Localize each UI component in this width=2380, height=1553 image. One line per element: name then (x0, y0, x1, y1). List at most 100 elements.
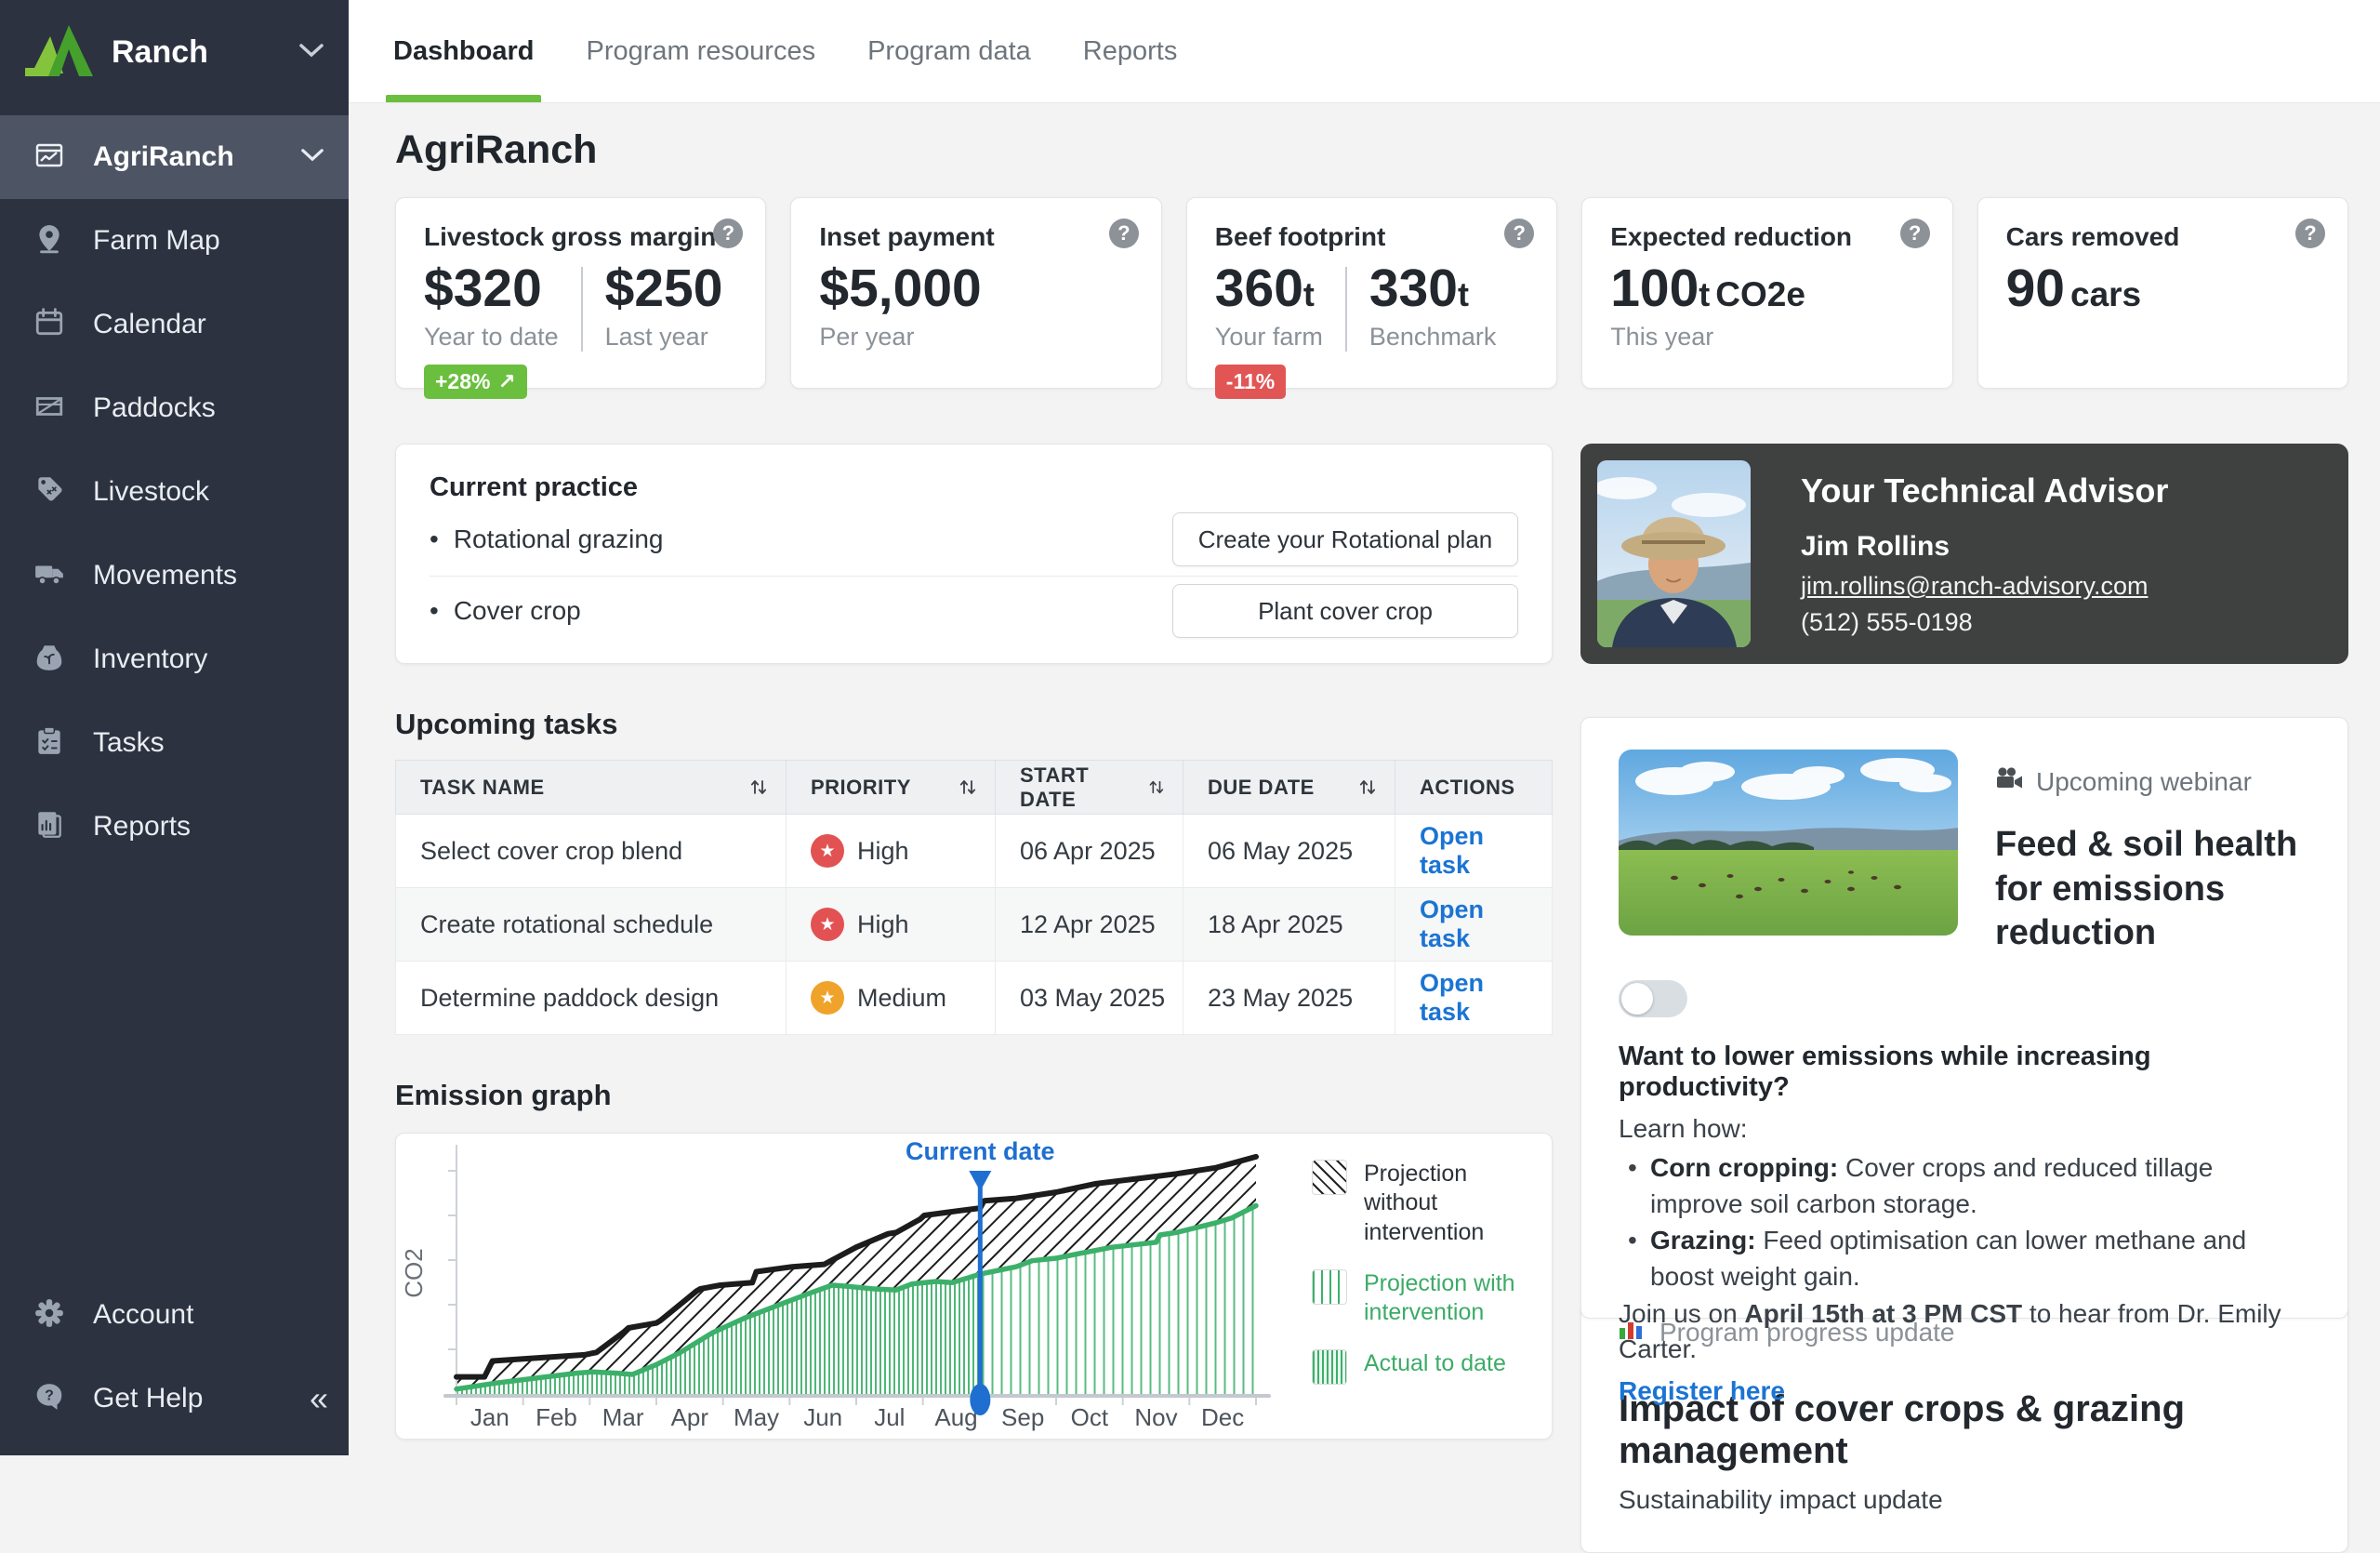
sidebar-item-label: Calendar (93, 309, 206, 339)
sidebar-item-label: Livestock (93, 476, 210, 507)
practice-label: Rotational grazing (430, 524, 664, 554)
column-header-due-date[interactable]: DUE DATE (1183, 760, 1395, 815)
sidebar-item-account[interactable]: Account (0, 1273, 349, 1357)
create-rotational-plan-button[interactable]: Create your Rotational plan (1172, 512, 1518, 566)
advisor-photo (1597, 460, 1751, 647)
sidebar-item-label: Farm Map (93, 225, 220, 256)
help-icon[interactable]: ? (2294, 219, 2325, 248)
sidebar-item-label: Tasks (93, 727, 165, 758)
webinar-join-line: Join us on April 15th at 3 PM CST to hea… (1619, 1298, 2281, 1363)
sidebar-item-reports[interactable]: Reports (0, 785, 349, 869)
webinar-learn-label: Learn how: (1619, 1113, 1748, 1143)
current-date-annotation: Current date (906, 1137, 1055, 1165)
register-here-link[interactable]: Register here (1619, 1375, 1785, 1405)
open-task-link[interactable]: Open task (1420, 822, 1485, 879)
sidebar-item-label: Movements (93, 560, 238, 591)
tab-program-resources[interactable]: Program resources (586, 35, 816, 66)
tab-reports[interactable]: Reports (1082, 35, 1178, 66)
current-date-marker (969, 1171, 992, 1191)
column-header-task-name[interactable]: TASK NAME (395, 760, 787, 815)
open-task-link[interactable]: Open task (1420, 896, 1485, 952)
sidebar-item-inventory[interactable]: Inventory (0, 617, 349, 701)
sort-icon (1359, 780, 1376, 794)
map-pin-icon (33, 223, 65, 259)
tab-dashboard[interactable]: Dashboard (385, 0, 542, 102)
due-date-cell: 06 May 2025 (1183, 814, 1395, 888)
column-header-start-date[interactable]: START DATE (995, 760, 1183, 815)
kpi-card-inset-payment: Inset payment ? $5,000 Per year (790, 197, 1162, 389)
kpi-title: Livestock gross margin (424, 222, 717, 251)
plant-cover-crop-button[interactable]: Plant cover crop (1172, 584, 1518, 638)
clipboard-icon (33, 725, 65, 762)
tasks-table: TASK NAME PRIORITY START DATE DUE DATE A… (395, 760, 1553, 1035)
kpi-row: Livestock gross margin ? $320 Year to da… (395, 197, 2348, 399)
x-axis-label: Jul (874, 1403, 905, 1431)
sidebar-item-paddocks[interactable]: Paddocks (0, 366, 349, 450)
sidebar: Ranch AgriRanch Farm Map Calendar (0, 0, 349, 1455)
kpi-value: $320 (424, 259, 542, 318)
advisor-email-link[interactable]: jim.rollins@ranch-advisory.com (1801, 572, 2149, 600)
webinar-bullet-list: Corn cropping: Cover crops and reduced t… (1619, 1149, 2310, 1294)
sidebar-item-movements[interactable]: Movements (0, 534, 349, 617)
help-bubble-icon: ? (33, 1381, 65, 1417)
chart-legend: Projection without intervention Projecti… (1312, 1160, 1544, 1407)
collapse-sidebar-icon[interactable]: « (309, 1379, 328, 1417)
chevron-down-icon[interactable] (300, 148, 324, 166)
help-icon[interactable]: ? (1504, 219, 1535, 248)
actions-cell: Open task (1395, 814, 1553, 888)
video-camera-icon (1995, 766, 2023, 797)
projection-without-intervention-area (456, 1156, 1256, 1389)
table-row: Select cover crop blend ★ High 06 Apr 202… (395, 814, 1553, 888)
list-item: Corn cropping: Cover crops and reduced t… (1619, 1149, 2310, 1222)
chevron-down-icon[interactable] (298, 43, 324, 62)
sidebar-item-agriranch[interactable]: AgriRanch (0, 115, 349, 199)
kpi-sublabel: Year to date (424, 322, 559, 351)
column-header-priority[interactable]: PRIORITY (786, 760, 996, 815)
emission-chart-card: Jan Feb Mar Apr May Jun Jul Aug Sep Oct Nov Dec CO2 C… (395, 1133, 1553, 1440)
tag-icon (33, 474, 65, 511)
table-row: Create rotational schedule ★ High 12 Apr … (395, 887, 1553, 962)
actions-cell: Open task (1395, 961, 1553, 1035)
kpi-value: 330t (1368, 259, 1469, 318)
kpi-value: 100t CO2e (1610, 259, 1805, 318)
toggle-knob (1621, 982, 1653, 1015)
program-progress-row: Program progress update (1619, 1318, 2310, 1347)
brand[interactable]: Ranch (0, 0, 349, 104)
brand-label: Ranch (112, 33, 208, 70)
actions-cell: Open task (1395, 887, 1553, 962)
right-column: Your Technical Advisor Jim Rollins jim.r… (1580, 444, 2348, 1553)
webinar-card: Upcoming webinar Feed & soil health for … (1580, 717, 2348, 1405)
sidebar-item-label: Inventory (93, 644, 208, 674)
sidebar-item-calendar[interactable]: Calendar (0, 283, 349, 366)
help-icon[interactable]: ? (1108, 219, 1139, 248)
badge-value: -11% (1225, 368, 1276, 393)
sidebar-item-tasks[interactable]: Tasks (0, 701, 349, 785)
toggle-switch[interactable] (1619, 979, 1687, 1017)
sidebar-item-label: Get Help (93, 1383, 204, 1414)
kpi-title: Cars removed (2005, 222, 2180, 251)
x-axis-label: Jan (470, 1403, 509, 1431)
kpi-title: Beef footprint (1214, 222, 1386, 251)
tab-program-data[interactable]: Program data (867, 35, 1031, 66)
open-task-link[interactable]: Open task (1420, 969, 1485, 1026)
table-header-row: TASK NAME PRIORITY START DATE DUE DATE A… (395, 760, 1553, 815)
page-title: AgriRanch (395, 127, 598, 172)
trend-badge: -11% (1214, 364, 1287, 399)
start-date-cell: 06 Apr 2025 (995, 814, 1183, 888)
program-progress-label: Program progress update (1659, 1318, 1955, 1347)
sort-icon (1149, 780, 1164, 794)
sidebar-item-farm-map[interactable]: Farm Map (0, 199, 349, 283)
priority-high-icon: ★ (811, 834, 844, 868)
help-icon[interactable]: ? (713, 219, 744, 248)
trend-up-icon: ↗ (497, 368, 516, 393)
help-icon[interactable]: ? (1899, 219, 1930, 248)
emission-chart: Jan Feb Mar Apr May Jun Jul Aug Sep Oct Nov Dec CO2 C… (400, 1137, 1271, 1431)
priority-cell: ★ High (786, 887, 996, 962)
sidebar-item-get-help[interactable]: ? Get Help « (0, 1357, 349, 1440)
svg-text:?: ? (45, 1387, 54, 1403)
kpi-card-expected-reduction: Expected reduction ? 100t CO2e This year (1581, 197, 1953, 389)
column-header-actions: ACTIONS (1395, 760, 1553, 815)
sidebar-item-livestock[interactable]: Livestock (0, 450, 349, 534)
due-date-cell: 23 May 2025 (1183, 961, 1395, 1035)
current-practice-card: Current practice Rotational grazing Crea… (395, 444, 1553, 664)
